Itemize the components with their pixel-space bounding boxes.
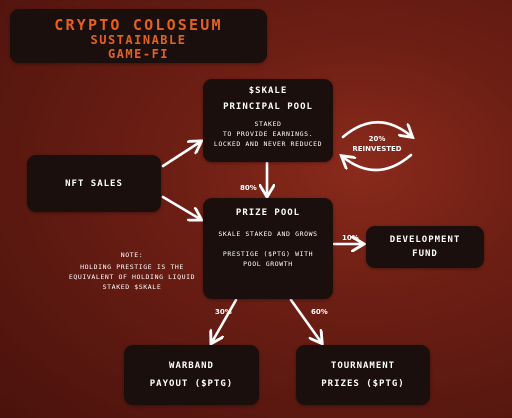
reinvested-label: REINVESTED — [352, 145, 402, 153]
arrow-reinvest-bottom — [343, 153, 413, 172]
arrow-prize-to-warband — [212, 298, 238, 342]
warband-payout-line-2: PAYOUT ($PTG) — [149, 379, 234, 389]
development-fund-box: DEVELOPMENT FUND — [366, 226, 484, 268]
prize-pool-title: PRIZE POOL — [235, 208, 301, 218]
tournament-prizes-box: TOURNAMENT PRIZES ($PTG) — [296, 345, 430, 405]
principal-pool-desc-1: STAKED — [254, 120, 282, 128]
principal-pool-title: PRINCIPAL POOL — [223, 102, 313, 112]
development-fund-line-1: DEVELOPMENT — [389, 235, 461, 245]
arrow-prize-to-tournament — [289, 298, 321, 342]
title-sub-2: GAME-FI — [107, 47, 170, 61]
warband-percent-label: 30% — [215, 308, 232, 316]
prize-pool-desc-2: PRESTIGE ($PTG) WITH — [222, 250, 314, 258]
arrow-nft-to-prize — [161, 195, 200, 219]
note-line-3: EQUIVALENT OF HOLDING LIQUID — [68, 273, 196, 281]
reinvested-percent-label: 20% — [368, 135, 386, 143]
warband-payout-box: WARBAND PAYOUT ($PTG) — [124, 345, 259, 405]
development-percent-label: 10% — [342, 234, 359, 242]
development-fund-line-2: FUND — [412, 249, 438, 259]
tournament-percent-label: 60% — [311, 308, 328, 316]
nft-sales-box: NFT SALES — [27, 155, 161, 212]
title-main: CRYPTO COLOSEUM — [54, 16, 223, 34]
note-line-4: STAKED $SKALE — [102, 283, 162, 291]
tournament-prizes-line-2: PRIZES ($PTG) — [321, 379, 405, 389]
note-line-1: NOTE: — [120, 251, 144, 259]
nft-sales-label: NFT SALES — [65, 178, 123, 189]
principal-pool-token: $SKALE — [248, 86, 288, 96]
prize-pool-percent-label: 80% — [240, 184, 257, 192]
arrow-reinvest-top — [341, 120, 411, 137]
prize-pool-desc-1: SKALE STAKED AND GROWS — [218, 230, 318, 238]
arrow-nft-to-principal — [161, 142, 200, 168]
principal-pool-desc-2: TO PROVIDE EARNINGS. — [222, 130, 314, 138]
note-text: NOTE: HOLDING PRESTIGE IS THE EQUIVALENT… — [66, 250, 198, 292]
warband-payout-line-1: WARBAND — [169, 361, 214, 371]
prize-pool-box: PRIZE POOL SKALE STAKED AND GROWS PRESTI… — [203, 198, 333, 299]
title-box: CRYPTO COLOSEUM SUSTAINABLE GAME-FI — [10, 9, 267, 63]
principal-pool-desc-3: LOCKED AND NEVER REDUCED — [213, 140, 323, 148]
principal-pool-box: $SKALE PRINCIPAL POOL STAKED TO PROVIDE … — [203, 79, 333, 162]
tournament-prizes-line-1: TOURNAMENT — [330, 361, 396, 371]
note-line-2: HOLDING PRESTIGE IS THE — [80, 263, 184, 271]
prize-pool-desc-3: POOL GROWTH — [243, 260, 293, 268]
title-sub-1: SUSTAINABLE — [90, 33, 187, 47]
